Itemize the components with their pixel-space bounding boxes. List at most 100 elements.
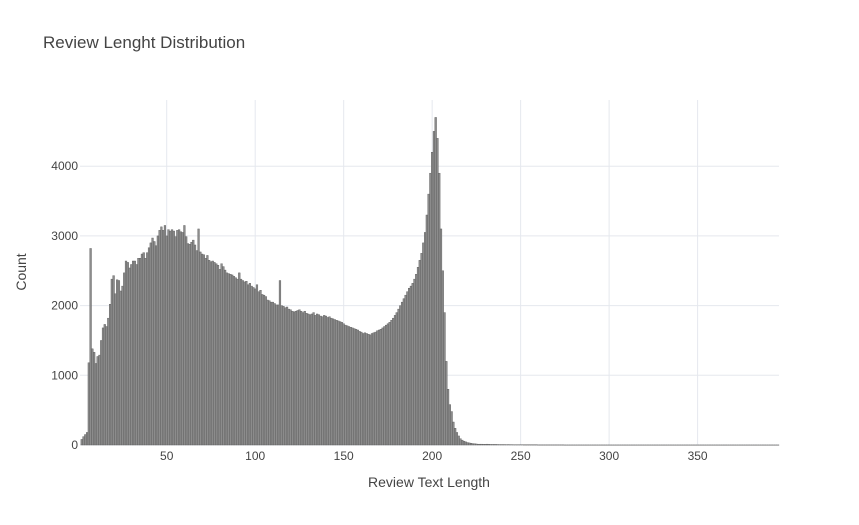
histogram-bar xyxy=(409,285,413,446)
histogram-bar xyxy=(160,226,163,446)
histogram-bar xyxy=(418,260,421,446)
histogram-bar xyxy=(328,316,331,446)
histogram-bar xyxy=(489,444,492,446)
histogram-bar xyxy=(308,314,312,446)
histogram-bar xyxy=(450,411,453,446)
histogram-bar xyxy=(459,438,462,446)
histogram-bar xyxy=(201,253,204,446)
histogram-bar xyxy=(140,253,144,446)
histogram-bar xyxy=(185,236,188,446)
x-tick-label: 350 xyxy=(688,449,708,463)
histogram-bar xyxy=(354,329,358,446)
histogram-bar xyxy=(393,315,397,446)
histogram-bar xyxy=(377,329,381,446)
histogram-bar xyxy=(370,333,374,446)
histogram-bar xyxy=(96,356,99,446)
histogram-bar xyxy=(293,311,296,446)
histogram-bar xyxy=(349,327,352,446)
histogram-bar xyxy=(133,260,136,446)
histogram-bar xyxy=(300,310,303,446)
histogram-bar xyxy=(443,312,446,446)
histogram-bar xyxy=(374,331,377,446)
histogram-bar xyxy=(340,322,343,446)
histogram-bar xyxy=(310,313,313,446)
histogram-bar xyxy=(218,269,221,446)
histogram-bar xyxy=(475,443,478,446)
y-tick-label: 0 xyxy=(71,438,78,452)
x-axis-title: Review Text Length xyxy=(368,474,490,490)
histogram-bar xyxy=(493,444,496,446)
histogram-bar xyxy=(317,314,320,446)
histogram-bar xyxy=(323,315,326,446)
histogram-bar xyxy=(195,250,198,446)
y-axis-title: Count xyxy=(13,253,29,290)
histogram-bar xyxy=(222,266,225,446)
histogram-bar xyxy=(103,324,106,446)
histogram-bar xyxy=(468,442,471,446)
histogram-bar xyxy=(114,293,117,446)
histogram-bar xyxy=(494,444,497,446)
histogram-bar xyxy=(259,290,262,446)
histogram-bar xyxy=(178,229,181,446)
histogram-bar xyxy=(342,323,345,446)
histogram-bar xyxy=(144,258,147,446)
histogram-bar xyxy=(280,305,283,446)
histogram-bar xyxy=(457,435,460,446)
histogram-bar xyxy=(241,280,244,446)
histogram-bar xyxy=(282,306,285,446)
histogram-bar xyxy=(262,294,266,446)
histogram-bar xyxy=(128,267,131,446)
histogram-bar xyxy=(425,214,428,446)
histogram-bar xyxy=(383,326,386,446)
histogram-bar xyxy=(379,329,382,446)
histogram-bar xyxy=(229,274,232,446)
histogram-bar xyxy=(151,237,154,446)
histogram-bar xyxy=(238,272,241,446)
histogram-bar xyxy=(324,315,328,446)
histogram-bar xyxy=(477,443,480,446)
histogram-bar xyxy=(227,273,230,446)
histogram-bar xyxy=(390,320,393,446)
histogram-bar xyxy=(209,261,213,446)
histogram-bar xyxy=(312,312,315,446)
histogram-bar xyxy=(197,228,200,446)
histogram-bar xyxy=(482,444,485,446)
histogram-bar xyxy=(485,443,489,446)
histogram-bar xyxy=(181,232,184,446)
histogram-bar xyxy=(170,229,174,446)
histogram-bar xyxy=(108,304,112,446)
histogram-bar xyxy=(431,152,434,446)
histogram-bar xyxy=(462,440,466,446)
histogram-bar xyxy=(243,281,246,446)
histogram-bar xyxy=(346,325,349,446)
histogram-bar xyxy=(471,443,474,446)
histogram-bar xyxy=(94,363,98,446)
histogram-bar xyxy=(303,310,306,446)
histogram-bar xyxy=(264,296,267,446)
histogram-bar xyxy=(202,254,205,446)
histogram-bar xyxy=(415,274,418,446)
histogram-bar xyxy=(422,242,425,446)
histogram-bar xyxy=(277,304,280,446)
histogram-bar xyxy=(85,432,89,446)
histogram-bar xyxy=(416,267,420,446)
histogram-bar xyxy=(404,294,407,446)
histogram-bar xyxy=(254,288,257,446)
histogram-bar xyxy=(351,327,354,446)
histogram-bar xyxy=(117,280,121,446)
y-axis-ticks: 0 1000 2000 3000 4000 xyxy=(51,159,78,452)
y-tick-label: 3000 xyxy=(51,229,78,243)
x-tick-label: 150 xyxy=(334,449,354,463)
x-tick-label: 200 xyxy=(422,449,442,463)
histogram-bar xyxy=(224,269,227,446)
histogram-bar xyxy=(402,298,405,446)
histogram-bar xyxy=(367,333,370,446)
histogram-bar xyxy=(353,328,356,446)
histogram-bar xyxy=(429,172,432,446)
histogram-bar xyxy=(386,323,389,446)
histogram-bar xyxy=(163,225,167,446)
histogram-bar xyxy=(158,230,161,446)
x-tick-label: 250 xyxy=(511,449,531,463)
histogram-bar xyxy=(296,310,299,446)
histogram-bar xyxy=(487,444,490,446)
